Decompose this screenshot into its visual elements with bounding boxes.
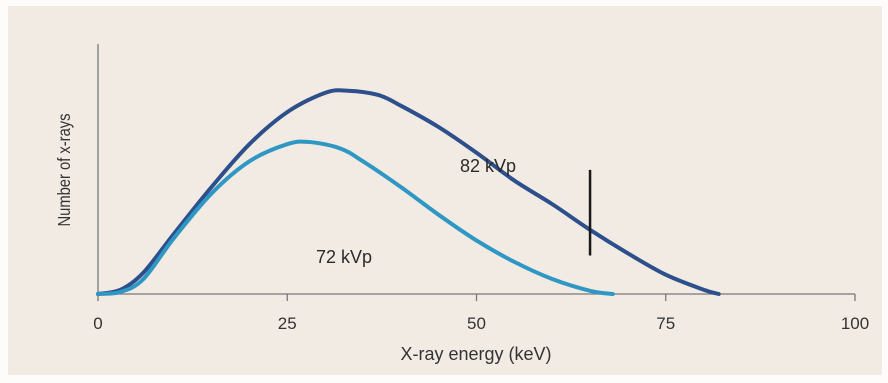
series-line-72-kvp xyxy=(96,139,615,296)
series-layer xyxy=(96,88,721,296)
y-axis-title: Number of x-rays xyxy=(55,113,75,226)
series-label-82kvp: 82 kVp xyxy=(460,156,516,176)
x-tick-label: 0 xyxy=(93,314,102,333)
x-axis-title: X-ray energy (keV) xyxy=(400,344,551,364)
series-label-72kvp: 72 kVp xyxy=(316,247,372,267)
chart-panel xyxy=(8,6,882,375)
x-axis-ticks: 0 25 50 75 100 xyxy=(93,294,869,333)
x-tick-label: 25 xyxy=(278,314,297,333)
x-tick-label: 75 xyxy=(656,314,675,333)
series-line-82-kvp xyxy=(96,88,721,296)
x-tick-label: 100 xyxy=(841,314,869,333)
x-tick-label: 50 xyxy=(467,314,486,333)
